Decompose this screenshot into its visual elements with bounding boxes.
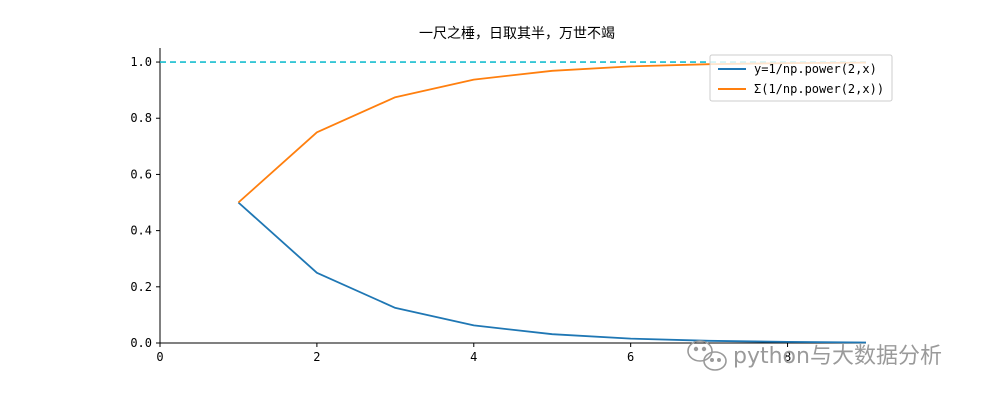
axes: 0 2 4 6 8 0.0 0.2 0.4 0.6 0.8 1.0: [130, 48, 866, 364]
y-tick-label: 0.2: [130, 280, 152, 294]
watermark-text: python与大数据分析: [733, 344, 942, 369]
legend: y=1/np.power(2,x) Σ(1/np.power(2,x)): [709, 54, 893, 102]
x-tick-label: 4: [470, 350, 477, 364]
x-tick-label: 6: [627, 350, 634, 364]
chart-title: 一尺之棰，日取其半，万世不竭: [419, 26, 615, 42]
watermark: python与大数据分析: [687, 340, 942, 371]
wechat-icon: [687, 340, 727, 371]
x-tick-label: 8: [784, 350, 791, 364]
series-layer: [237, 61, 867, 344]
y-tick-label: 0.6: [130, 167, 152, 181]
y-tick-label: 0.4: [130, 224, 152, 238]
series-line-0: [237, 201, 867, 344]
y-tick-label: 1.0: [130, 55, 152, 69]
x-tick-label: 2: [313, 350, 320, 364]
legend-frame: [709, 54, 893, 102]
y-tick-label: 0.8: [130, 111, 152, 125]
legend-label-series-0: y=1/np.power(2,x): [754, 62, 877, 76]
legend-label-series-1: Σ(1/np.power(2,x)): [754, 82, 884, 96]
y-tick-label: 0.0: [130, 336, 152, 350]
x-tick-label: 0: [156, 350, 163, 364]
